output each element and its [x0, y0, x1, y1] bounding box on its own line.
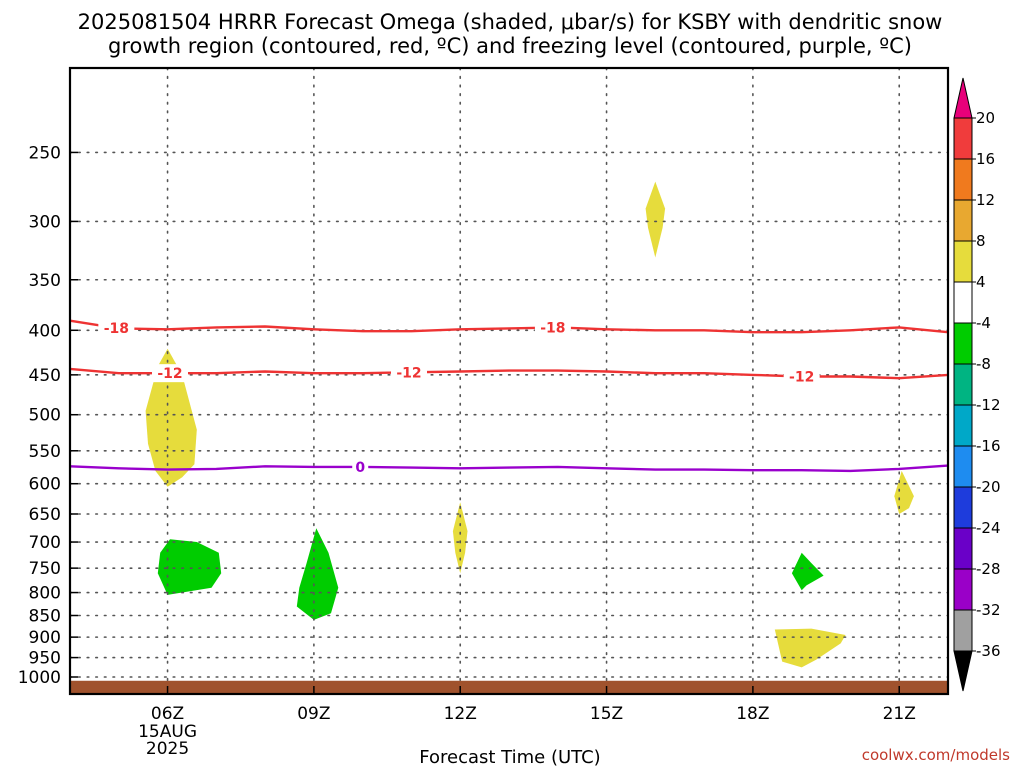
contour-label-bg [98, 319, 135, 338]
x-tick-label: 06Z [151, 704, 184, 724]
y-tick-label: 500 [29, 406, 61, 426]
colorbar-label: 20 [976, 109, 995, 127]
y-tick-label: 900 [29, 628, 61, 648]
y-tick-label: 300 [29, 212, 61, 232]
colorbar-label: -8 [976, 355, 991, 373]
colorbar-label: -20 [976, 478, 1001, 496]
colorbar-bin-10 [953, 486, 973, 529]
colorbar-bin-6 [953, 322, 973, 365]
colorbar-bin-8 [953, 404, 973, 447]
contour-line--18 [69, 319, 949, 334]
contour-label-bg [391, 363, 428, 382]
colorbar-bin-4 [953, 240, 973, 283]
contour-label--12-3: -12 [789, 370, 814, 386]
omega-region-3 [452, 502, 468, 574]
colorbar-bin-2 [953, 158, 973, 201]
y-tick-label: 400 [29, 321, 61, 341]
chart-title-line-2: growth region (contoured, red, ºC) and f… [108, 34, 912, 58]
y-tick-label: 450 [29, 366, 61, 386]
contour-label-bg [534, 318, 571, 337]
y-tick-label: 950 [29, 649, 61, 669]
x-tick-label: 12Z [444, 704, 477, 724]
y-tick-label: 600 [29, 475, 61, 495]
y-tick-label: 550 [29, 442, 61, 462]
plot-area [70, 181, 948, 694]
omega-region-5 [774, 628, 846, 668]
colorbar-bin-3 [953, 199, 973, 242]
grid-lines [69, 67, 949, 682]
y-tick-label: 700 [29, 533, 61, 553]
omega-region-4 [894, 470, 914, 514]
contour-label--18-2: -18 [540, 321, 565, 337]
x-tick-label: 15Z [590, 704, 623, 724]
omega-region-7 [296, 528, 339, 620]
x-axis-label: Forecast Time (UTC) [419, 747, 600, 768]
colorbar-bin-5 [953, 281, 973, 324]
y-tick-label: 250 [29, 143, 61, 163]
contour-label--18-1: -18 [104, 321, 129, 337]
contour-lines: -18 -18 -12 -12 -12 0 [69, 318, 949, 476]
x-tick-label: 09Z [297, 704, 330, 724]
colorbar-top-arrow [953, 77, 973, 119]
colorbar: 20 16 12 8 4 -4 -8 -12 -16 -20 -24 -28 -32 -36 [953, 77, 1001, 692]
colorbar-bin-11 [953, 527, 973, 570]
colorbar-label: 12 [976, 191, 995, 209]
colorbar-label: -28 [976, 560, 1001, 578]
colorbar-label: -12 [976, 396, 1001, 414]
colorbar-bin-1 [953, 117, 973, 160]
plot-frame [68, 66, 950, 696]
omega-region-2 [645, 181, 666, 258]
contour-label-0-1: 0 [355, 460, 365, 476]
colorbar-bin-7 [953, 363, 973, 406]
x-date-label: 2025 [146, 739, 189, 759]
y-tick-label: 750 [29, 559, 61, 579]
x-date-label: 15AUG [138, 722, 197, 742]
colorbar-bin-12 [953, 568, 973, 611]
colorbar-label: -32 [976, 601, 1001, 619]
x-tick-label: 18Z [736, 704, 769, 724]
colorbar-label: -16 [976, 437, 1001, 455]
y-tick-label: 850 [29, 607, 61, 627]
colorbar-label: 16 [976, 150, 995, 168]
chart-title-line-1: 2025081504 HRRR Forecast Omega (shaded, … [78, 10, 943, 34]
omega-region-8 [791, 552, 824, 591]
colorbar-bin-9 [953, 445, 973, 488]
terrain-band [70, 680, 948, 694]
colorbar-bottom-arrow [953, 650, 973, 692]
site-credit: coolwx.com/models [862, 746, 1010, 764]
y-tick-label: 800 [29, 584, 61, 604]
colorbar-label: -24 [976, 519, 1001, 537]
colorbar-label: -4 [976, 314, 991, 332]
omega-region-1 [145, 348, 197, 487]
colorbar-label: 8 [976, 232, 986, 250]
contour-label--12-2: -12 [396, 365, 421, 381]
contour-line-0 [69, 464, 949, 473]
contour-label-bg [352, 457, 369, 476]
contour-label--12-1: -12 [157, 366, 182, 382]
y-tick-label: 650 [29, 505, 61, 525]
colorbar-bin-13 [953, 609, 973, 652]
y-tick-label: 1000 [18, 668, 61, 688]
axes: 2503003504004505005506006507007508008509… [18, 66, 950, 759]
x-tick-label: 21Z [883, 704, 916, 724]
omega-region-6 [157, 539, 222, 595]
y-tick-label: 350 [29, 271, 61, 291]
colorbar-label: -36 [976, 642, 1001, 660]
colorbar-label: 4 [976, 273, 986, 291]
contour-label-bg [151, 364, 188, 383]
contour-label-bg [783, 367, 820, 386]
